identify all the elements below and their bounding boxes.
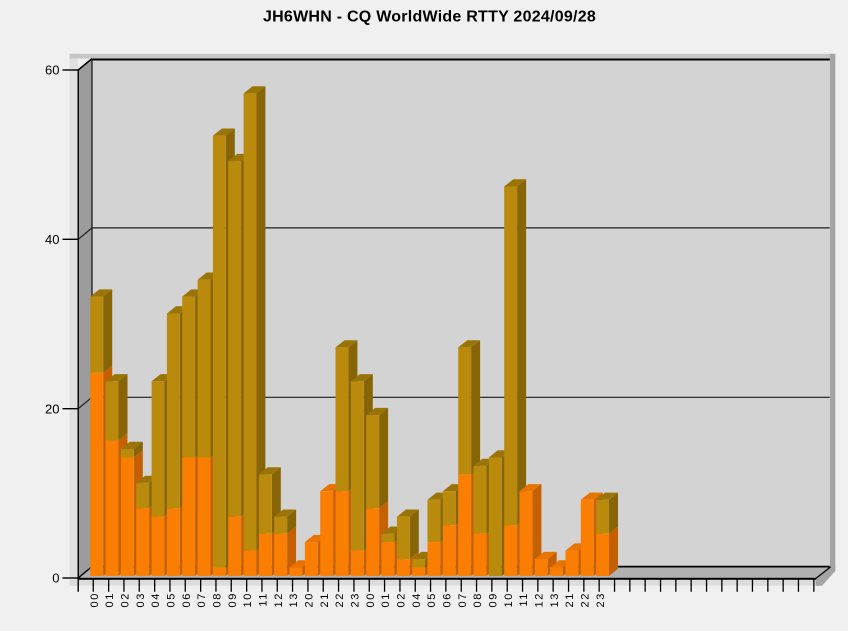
svg-text:08: 08 — [212, 592, 224, 607]
svg-text:05: 05 — [426, 592, 438, 607]
svg-text:13: 13 — [288, 592, 300, 607]
svg-text:06: 06 — [181, 592, 193, 607]
svg-text:02: 02 — [120, 592, 132, 607]
svg-text:13: 13 — [549, 592, 561, 607]
svg-text:04: 04 — [150, 592, 162, 607]
svg-text:JH6WHN - CQ WorldWide RTTY 202: JH6WHN - CQ WorldWide RTTY 2024/09/28 — [263, 8, 596, 25]
svg-text:23: 23 — [595, 592, 607, 607]
svg-text:08: 08 — [472, 592, 484, 607]
svg-text:05: 05 — [166, 592, 178, 607]
svg-text:60: 60 — [45, 63, 59, 78]
svg-text:06: 06 — [442, 592, 454, 607]
svg-text:12: 12 — [273, 592, 285, 607]
svg-text:23: 23 — [350, 592, 362, 607]
svg-text:00: 00 — [365, 592, 377, 607]
svg-text:10: 10 — [242, 592, 254, 607]
svg-text:07: 07 — [196, 592, 208, 607]
svg-text:0: 0 — [52, 571, 59, 586]
svg-text:02: 02 — [396, 592, 408, 607]
svg-text:21: 21 — [319, 592, 331, 607]
svg-text:10: 10 — [503, 592, 515, 607]
svg-text:01: 01 — [380, 592, 392, 607]
svg-text:40: 40 — [45, 232, 59, 247]
svg-text:22: 22 — [580, 592, 592, 607]
svg-text:01: 01 — [104, 592, 116, 607]
svg-text:11: 11 — [518, 592, 530, 607]
svg-text:20: 20 — [304, 592, 316, 607]
svg-text:22: 22 — [334, 592, 346, 607]
svg-text:09: 09 — [488, 592, 500, 607]
svg-text:03: 03 — [135, 592, 147, 607]
svg-text:11: 11 — [258, 592, 270, 607]
svg-text:07: 07 — [457, 592, 469, 607]
svg-text:21: 21 — [564, 592, 576, 607]
svg-text:20: 20 — [45, 401, 59, 416]
svg-text:12: 12 — [534, 592, 546, 607]
svg-text:09: 09 — [227, 592, 239, 607]
svg-text:04: 04 — [411, 592, 423, 607]
svg-text:00: 00 — [89, 592, 101, 607]
